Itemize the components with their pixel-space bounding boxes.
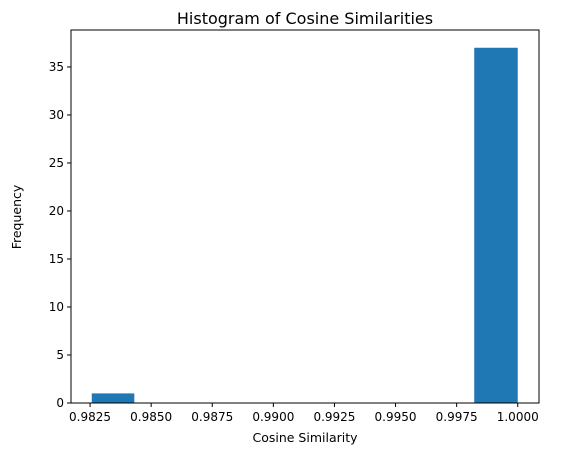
x-tick-label: 0.9925 [313,410,355,424]
x-tick-label: 0.9975 [436,410,478,424]
x-axis-ticks: 0.9825 0.9850 0.9875 0.9900 0.9925 0.9950 0.99… [69,403,539,424]
x-tick-label: 0.9950 [375,410,417,424]
y-axis-label: Frequency [9,184,24,249]
plot-frame [70,29,540,404]
y-tick-label: 30 [49,108,64,122]
histogram-bar-9 [474,47,518,404]
x-axis-label: Cosine Similarity [252,430,358,445]
y-tick-label: 20 [49,204,64,218]
chart-title: Histogram of Cosine Similarities [177,9,433,28]
y-tick-label: 15 [49,252,64,266]
y-tick-label: 25 [49,156,64,170]
histogram-bar-0 [91,393,135,403]
y-axis-ticks: 0 5 10 15 20 25 30 35 [49,60,71,410]
x-tick-label: 0.9875 [191,410,233,424]
y-tick-label: 35 [49,60,64,74]
y-tick-label: 5 [56,348,64,362]
bars-group [91,47,518,404]
y-tick-label: 10 [49,300,64,314]
x-tick-label: 0.9900 [252,410,294,424]
x-tick-label: 1.0000 [497,410,539,424]
x-tick-label: 0.9825 [69,410,111,424]
y-tick-label: 0 [56,396,64,410]
x-tick-label: 0.9850 [130,410,172,424]
